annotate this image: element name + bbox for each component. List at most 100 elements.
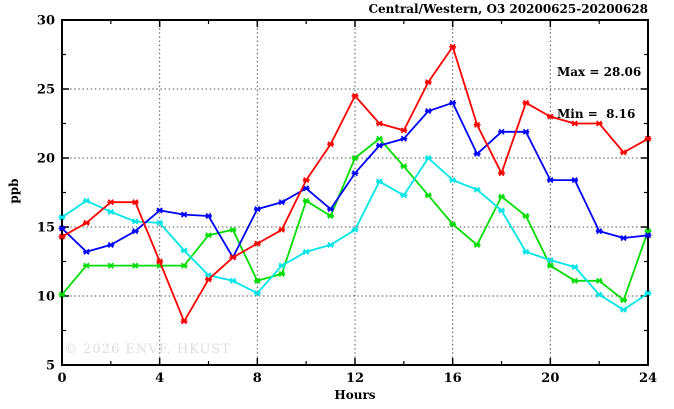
marker-cyan bbox=[644, 290, 652, 297]
marker-green bbox=[522, 212, 530, 220]
x-tick-label: 16 bbox=[444, 371, 462, 386]
marker-cyan bbox=[107, 208, 115, 215]
marker-blue bbox=[302, 185, 310, 192]
marker-blue bbox=[400, 135, 408, 142]
marker-red bbox=[278, 226, 286, 233]
max-label: Max = 28.06 bbox=[557, 65, 642, 79]
marker-green bbox=[83, 262, 90, 269]
marker-red bbox=[424, 79, 432, 86]
marker-cyan bbox=[278, 262, 286, 269]
marker-red bbox=[83, 219, 90, 226]
marker-blue bbox=[327, 205, 334, 213]
marker-cyan bbox=[83, 197, 90, 204]
x-tick-label: 20 bbox=[541, 371, 559, 386]
marker-blue bbox=[449, 99, 457, 106]
marker-cyan bbox=[253, 290, 261, 297]
marker-green bbox=[546, 262, 554, 269]
y-tick-label: 5 bbox=[46, 359, 55, 374]
marker-cyan bbox=[229, 277, 237, 284]
marker-red bbox=[376, 120, 383, 127]
marker-green bbox=[253, 277, 261, 284]
marker-red bbox=[253, 240, 261, 247]
marker-green bbox=[180, 262, 188, 269]
x-axis-label: Hours bbox=[334, 388, 376, 402]
marker-red bbox=[58, 233, 66, 240]
marker-blue bbox=[498, 128, 505, 135]
marker-cyan bbox=[58, 214, 66, 221]
marker-blue bbox=[253, 205, 261, 213]
marker-green bbox=[449, 221, 457, 228]
marker-blue bbox=[620, 234, 627, 242]
marker-cyan bbox=[302, 248, 310, 255]
y-tick-label: 20 bbox=[37, 152, 55, 167]
marker-cyan bbox=[351, 226, 359, 233]
marker-red bbox=[131, 199, 139, 206]
marker-cyan bbox=[620, 306, 627, 313]
marker-red bbox=[546, 113, 554, 120]
marker-green bbox=[131, 262, 139, 269]
x-tick-label: 0 bbox=[57, 371, 66, 386]
marker-cyan bbox=[424, 154, 432, 162]
marker-blue bbox=[546, 176, 554, 184]
marker-cyan bbox=[595, 291, 603, 298]
marker-cyan bbox=[400, 192, 408, 199]
marker-cyan bbox=[327, 241, 334, 249]
marker-cyan bbox=[473, 186, 481, 193]
x-tick-label: 8 bbox=[253, 371, 262, 386]
marker-cyan bbox=[546, 257, 554, 264]
marker-red bbox=[473, 121, 481, 128]
marker-green bbox=[400, 163, 408, 170]
marker-red bbox=[229, 254, 237, 261]
chart-title: Central/Western, O3 20200625-20200628 bbox=[368, 2, 648, 16]
marker-red bbox=[620, 149, 627, 156]
marker-cyan bbox=[180, 247, 188, 254]
marker-green bbox=[376, 135, 383, 142]
marker-cyan bbox=[522, 248, 530, 255]
marker-cyan bbox=[131, 218, 139, 225]
marker-blue bbox=[180, 211, 188, 218]
marker-red bbox=[180, 318, 188, 325]
marker-blue bbox=[351, 170, 359, 177]
marker-green bbox=[205, 232, 212, 239]
marker-blue bbox=[58, 225, 66, 232]
marker-cyan bbox=[376, 178, 383, 185]
marker-red bbox=[327, 141, 334, 148]
y-tick-label: 30 bbox=[37, 14, 55, 29]
y-tick-label: 15 bbox=[37, 221, 55, 236]
marker-red bbox=[351, 92, 359, 99]
marker-blue bbox=[83, 248, 90, 255]
marker-blue bbox=[131, 228, 139, 235]
marker-blue bbox=[278, 199, 286, 206]
marker-green bbox=[327, 212, 334, 220]
marker-red bbox=[205, 276, 212, 283]
marker-red bbox=[498, 170, 505, 177]
marker-green bbox=[278, 270, 286, 278]
marker-red bbox=[302, 176, 310, 184]
marker-blue bbox=[571, 176, 579, 184]
marker-green bbox=[302, 197, 310, 204]
marker-green bbox=[58, 291, 66, 298]
marker-blue bbox=[376, 142, 383, 149]
marker-red bbox=[156, 258, 164, 265]
min-label: Min = 8.16 bbox=[557, 107, 636, 121]
marker-green bbox=[620, 297, 627, 304]
marker-blue bbox=[156, 207, 164, 214]
marker-blue bbox=[644, 232, 652, 239]
marker-red bbox=[644, 135, 652, 142]
marker-green bbox=[595, 277, 603, 284]
marker-blue bbox=[522, 128, 530, 135]
y-tick-label: 25 bbox=[37, 83, 55, 98]
marker-blue bbox=[205, 212, 212, 219]
marker-green bbox=[571, 277, 579, 284]
marker-blue bbox=[107, 241, 115, 249]
marker-cyan bbox=[498, 207, 505, 214]
marker-green bbox=[107, 262, 115, 269]
y-axis-label: ppb bbox=[7, 178, 21, 204]
marker-cyan bbox=[156, 219, 164, 226]
x-tick-label: 12 bbox=[346, 371, 364, 386]
y-tick-label: 10 bbox=[37, 290, 55, 305]
marker-cyan bbox=[571, 263, 579, 271]
marker-red bbox=[571, 120, 579, 127]
marker-red bbox=[595, 120, 603, 127]
